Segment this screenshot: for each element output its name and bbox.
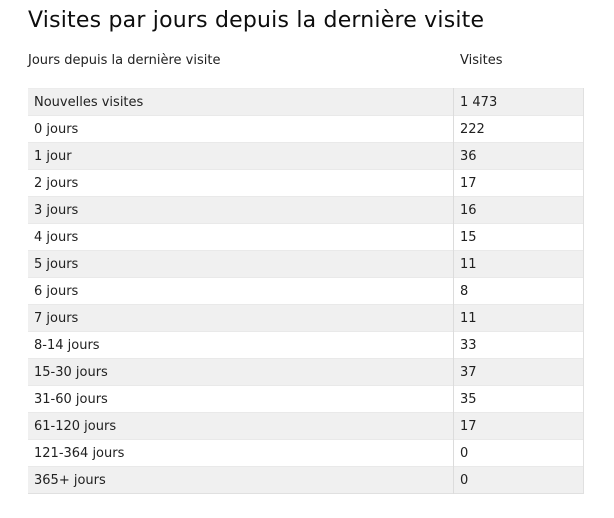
table-row: 15-30 jours 37 <box>28 358 584 386</box>
row-label: 365+ jours <box>28 466 454 494</box>
row-label: 4 jours <box>28 223 454 251</box>
table-row: 4 jours 15 <box>28 223 584 251</box>
row-value: 11 <box>453 250 584 278</box>
row-label: 0 jours <box>28 115 454 143</box>
table-row: 1 jour 36 <box>28 142 584 170</box>
visits-table-body: Nouvelles visites 1 473 0 jours 222 1 jour 36… <box>28 88 584 494</box>
row-label: Nouvelles visites <box>28 88 454 116</box>
visits-table: Nouvelles visites 1 473 0 jours 222 1 jour 36… <box>28 88 584 494</box>
row-label: 2 jours <box>28 169 454 197</box>
row-label: 1 jour <box>28 142 454 170</box>
table-row: 0 jours 222 <box>28 115 584 143</box>
table-row: 7 jours 11 <box>28 304 584 332</box>
row-label: 15-30 jours <box>28 358 454 386</box>
row-value: 0 <box>453 466 584 494</box>
row-label: 31-60 jours <box>28 385 454 413</box>
table-row: 61-120 jours 17 <box>28 412 584 440</box>
row-value: 1 473 <box>453 88 584 116</box>
column-header-days-since-last-visit: Jours depuis la dernière visite <box>28 53 221 68</box>
visits-report: Jours depuis la dernière visite Visites … <box>28 53 584 494</box>
row-value: 36 <box>453 142 584 170</box>
row-value: 15 <box>453 223 584 251</box>
row-value: 35 <box>453 385 584 413</box>
row-value: 16 <box>453 196 584 224</box>
row-value: 17 <box>453 412 584 440</box>
row-value: 37 <box>453 358 584 386</box>
table-row: 2 jours 17 <box>28 169 584 197</box>
table-row: 121-364 jours 0 <box>28 439 584 467</box>
row-value: 33 <box>453 331 584 359</box>
row-label: 61-120 jours <box>28 412 454 440</box>
page-title: Visites par jours depuis la dernière vis… <box>28 8 485 33</box>
row-label: 3 jours <box>28 196 454 224</box>
row-label: 7 jours <box>28 304 454 332</box>
table-header-row: Jours depuis la dernière visite Visites <box>28 53 584 69</box>
row-label: 6 jours <box>28 277 454 305</box>
table-row: 3 jours 16 <box>28 196 584 224</box>
row-value: 8 <box>453 277 584 305</box>
table-row: 6 jours 8 <box>28 277 584 305</box>
row-label: 8-14 jours <box>28 331 454 359</box>
table-row: 31-60 jours 35 <box>28 385 584 413</box>
table-row: 5 jours 11 <box>28 250 584 278</box>
table-row: Nouvelles visites 1 473 <box>28 88 584 116</box>
table-row: 8-14 jours 33 <box>28 331 584 359</box>
row-label: 5 jours <box>28 250 454 278</box>
table-row: 365+ jours 0 <box>28 466 584 494</box>
row-value: 0 <box>453 439 584 467</box>
row-label: 121-364 jours <box>28 439 454 467</box>
row-value: 11 <box>453 304 584 332</box>
column-header-visits: Visites <box>460 53 503 68</box>
row-value: 17 <box>453 169 584 197</box>
row-value: 222 <box>453 115 584 143</box>
